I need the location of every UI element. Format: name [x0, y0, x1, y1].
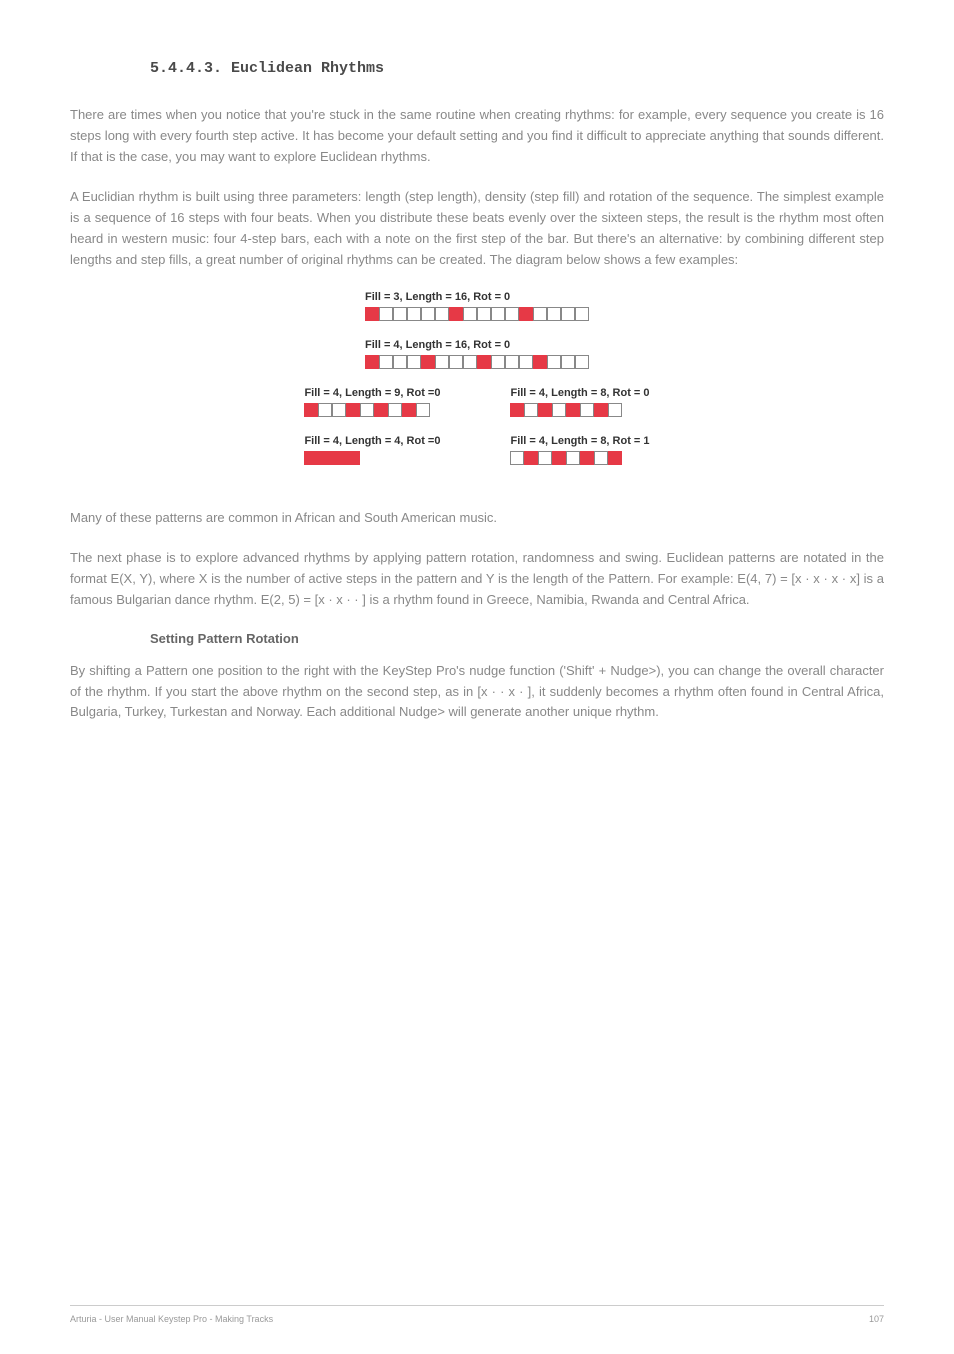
pattern-step — [561, 307, 575, 321]
pattern-step — [304, 451, 318, 465]
pattern-step — [594, 451, 608, 465]
pattern-step — [510, 403, 524, 417]
section-title: 5.4.4.3. Euclidean Rhythms — [150, 60, 884, 77]
pattern-step — [552, 451, 566, 465]
pattern-step — [594, 403, 608, 417]
pattern-step — [510, 451, 524, 465]
pattern-step — [566, 451, 580, 465]
pattern-step — [519, 307, 533, 321]
pattern-3: Fill = 4, Length = 9, Rot =0 — [304, 387, 440, 417]
pattern-step — [365, 355, 379, 369]
pattern-step — [463, 355, 477, 369]
pattern-step — [538, 403, 552, 417]
pattern-step — [421, 307, 435, 321]
pattern-step — [608, 403, 622, 417]
pattern-step — [505, 307, 519, 321]
pattern-step — [477, 307, 491, 321]
pattern-5: Fill = 4, Length = 4, Rot =0 — [304, 435, 440, 465]
pattern-step — [407, 355, 421, 369]
pattern-step — [519, 355, 533, 369]
pattern-2-label: Fill = 4, Length = 16, Rot = 0 — [365, 339, 589, 351]
pattern-step — [533, 307, 547, 321]
footer-page-number: 107 — [869, 1314, 884, 1324]
pattern-step — [318, 403, 332, 417]
pattern-5-steps — [304, 451, 440, 465]
pattern-step — [505, 355, 519, 369]
pattern-3-label: Fill = 4, Length = 9, Rot =0 — [304, 387, 440, 399]
pattern-2: Fill = 4, Length = 16, Rot = 0 — [365, 339, 589, 369]
pattern-step — [524, 403, 538, 417]
pattern-step — [580, 451, 594, 465]
pattern-step — [435, 355, 449, 369]
pattern-step — [360, 403, 374, 417]
pattern-4-steps — [510, 403, 649, 417]
pattern-step — [374, 403, 388, 417]
diagram-row-3: Fill = 4, Length = 9, Rot =0 Fill = 4, L… — [304, 387, 649, 417]
pattern-step — [346, 451, 360, 465]
pattern-step — [552, 403, 566, 417]
paragraph-2: A Euclidian rhythm is built using three … — [70, 187, 884, 270]
subheading-rotation: Setting Pattern Rotation — [150, 631, 884, 646]
pattern-step — [449, 355, 463, 369]
diagram-row-4: Fill = 4, Length = 4, Rot =0 Fill = 4, L… — [304, 435, 649, 465]
page-footer: Arturia - User Manual Keystep Pro - Maki… — [70, 1305, 884, 1324]
pattern-step — [575, 307, 589, 321]
pattern-step — [561, 355, 575, 369]
pattern-step — [575, 355, 589, 369]
pattern-1: Fill = 3, Length = 16, Rot = 0 — [365, 291, 589, 321]
pattern-step — [365, 307, 379, 321]
pattern-5-label: Fill = 4, Length = 4, Rot =0 — [304, 435, 440, 447]
paragraph-3: Many of these patterns are common in Afr… — [70, 508, 884, 529]
pattern-step — [491, 307, 505, 321]
pattern-step — [304, 403, 318, 417]
pattern-step — [379, 355, 393, 369]
pattern-step — [449, 307, 463, 321]
pattern-step — [379, 307, 393, 321]
pattern-step — [524, 451, 538, 465]
pattern-6-label: Fill = 4, Length = 8, Rot = 1 — [510, 435, 649, 447]
pattern-1-steps — [365, 307, 589, 321]
pattern-step — [416, 403, 430, 417]
footer-left: Arturia - User Manual Keystep Pro - Maki… — [70, 1314, 273, 1324]
pattern-step — [388, 403, 402, 417]
pattern-step — [463, 307, 477, 321]
pattern-step — [547, 307, 561, 321]
pattern-step — [332, 451, 346, 465]
pattern-step — [547, 355, 561, 369]
euclidean-diagram: Fill = 3, Length = 16, Rot = 0 Fill = 4,… — [70, 291, 884, 483]
section-name: Euclidean Rhythms — [231, 60, 384, 77]
paragraph-5: By shifting a Pattern one position to th… — [70, 661, 884, 723]
pattern-step — [402, 403, 416, 417]
pattern-6-steps — [510, 451, 649, 465]
pattern-4: Fill = 4, Length = 8, Rot = 0 — [510, 387, 649, 417]
pattern-step — [393, 307, 407, 321]
pattern-step — [332, 403, 346, 417]
pattern-step — [346, 403, 360, 417]
pattern-step — [435, 307, 449, 321]
pattern-step — [533, 355, 547, 369]
pattern-step — [407, 307, 421, 321]
diagram-row-2: Fill = 4, Length = 16, Rot = 0 — [365, 339, 589, 369]
pattern-step — [421, 355, 435, 369]
pattern-step — [477, 355, 491, 369]
section-number: 5.4.4.3. — [150, 60, 222, 77]
pattern-step — [318, 451, 332, 465]
pattern-step — [566, 403, 580, 417]
pattern-step — [580, 403, 594, 417]
pattern-2-steps — [365, 355, 589, 369]
pattern-4-label: Fill = 4, Length = 8, Rot = 0 — [510, 387, 649, 399]
pattern-step — [538, 451, 552, 465]
paragraph-1: There are times when you notice that you… — [70, 105, 884, 167]
pattern-step — [491, 355, 505, 369]
pattern-step — [393, 355, 407, 369]
diagram-row-1: Fill = 3, Length = 16, Rot = 0 — [365, 291, 589, 321]
paragraph-4: The next phase is to explore advanced rh… — [70, 548, 884, 610]
pattern-step — [608, 451, 622, 465]
pattern-6: Fill = 4, Length = 8, Rot = 1 — [510, 435, 649, 465]
pattern-1-label: Fill = 3, Length = 16, Rot = 0 — [365, 291, 589, 303]
pattern-3-steps — [304, 403, 440, 417]
